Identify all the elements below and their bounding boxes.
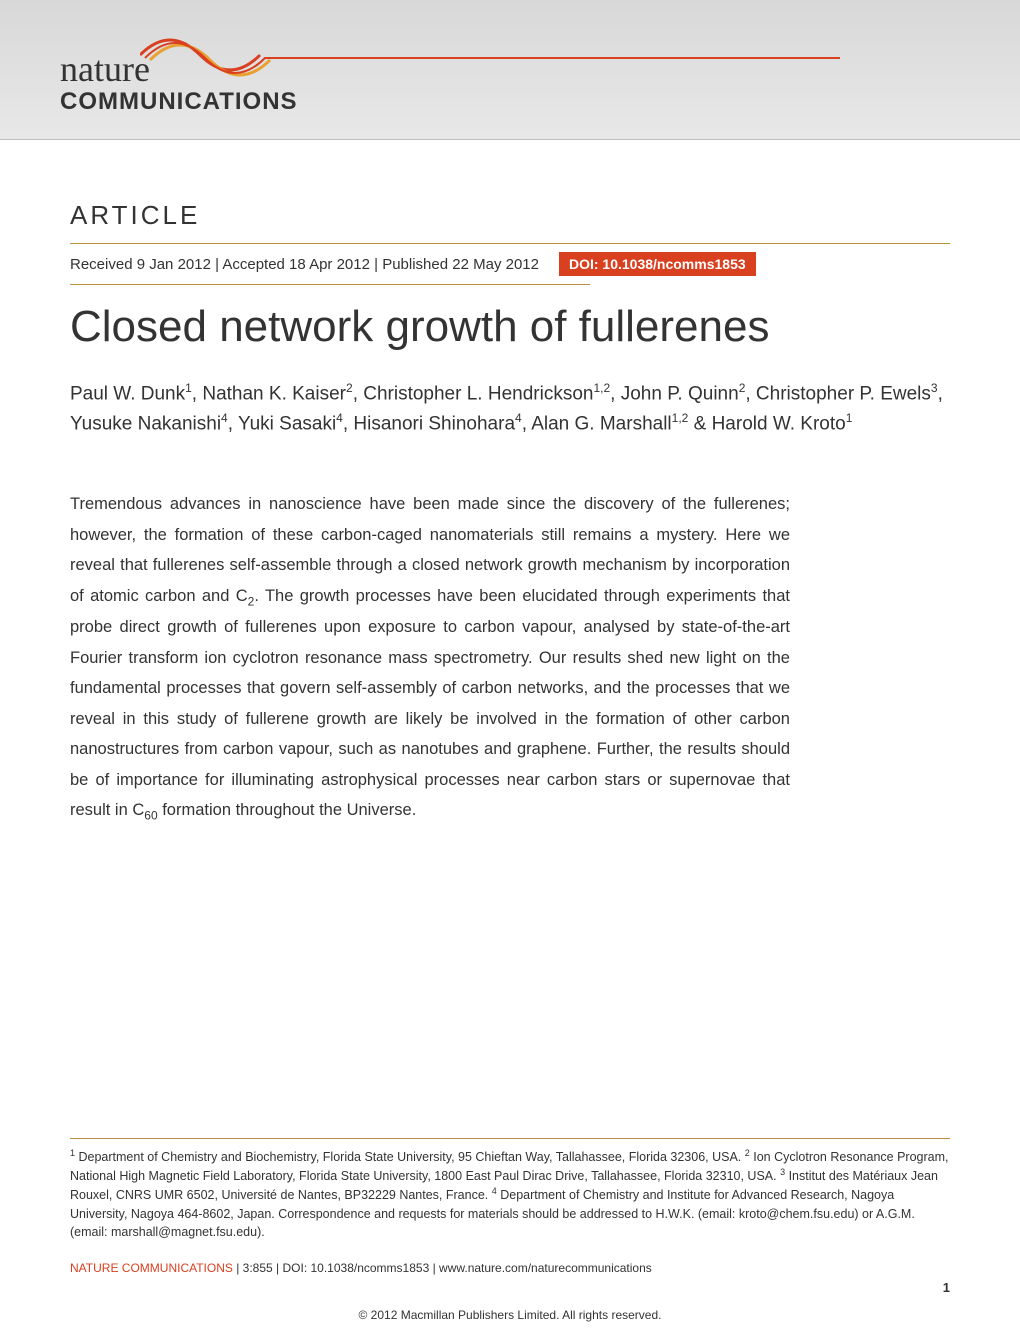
logo-text-communications: COMMUNICATIONS bbox=[60, 88, 298, 116]
logo-text-nature: nature bbox=[60, 48, 150, 90]
article-dates: Received 9 Jan 2012 | Accepted 18 Apr 20… bbox=[70, 256, 539, 273]
logo-wave-icon bbox=[140, 20, 840, 80]
footer-block: 1 Department of Chemistry and Biochemist… bbox=[70, 1138, 950, 1275]
divider-meta bbox=[70, 284, 590, 285]
article-content: ARTICLE Received 9 Jan 2012 | Accepted 1… bbox=[0, 140, 1020, 827]
citation-journal: NATURE COMMUNICATIONS bbox=[70, 1261, 233, 1275]
citation-line: NATURE COMMUNICATIONS | 3:855 | DOI: 10.… bbox=[70, 1261, 950, 1275]
received-date: Received 9 Jan 2012 bbox=[70, 256, 211, 273]
published-date: Published 22 May 2012 bbox=[382, 256, 539, 273]
page-number: 1 bbox=[943, 1280, 950, 1295]
article-meta-row: Received 9 Jan 2012 | Accepted 18 Apr 20… bbox=[70, 252, 950, 276]
journal-logo: nature COMMUNICATIONS bbox=[60, 20, 360, 120]
affiliations-text: 1 Department of Chemistry and Biochemist… bbox=[70, 1147, 950, 1241]
copyright-line: © 2012 Macmillan Publishers Limited. All… bbox=[0, 1308, 1020, 1322]
accepted-date: Accepted 18 Apr 2012 bbox=[222, 256, 370, 273]
footer-divider bbox=[70, 1138, 950, 1139]
abstract-text: Tremendous advances in nanoscience have … bbox=[70, 489, 790, 827]
article-type-label: ARTICLE bbox=[70, 200, 950, 231]
author-list: Paul W. Dunk1, Nathan K. Kaiser2, Christ… bbox=[70, 379, 950, 439]
journal-header-banner: nature COMMUNICATIONS bbox=[0, 0, 1020, 140]
doi-badge: DOI: 10.1038/ncomms1853 bbox=[559, 252, 756, 276]
citation-details: | 3:855 | DOI: 10.1038/ncomms1853 | www.… bbox=[233, 1261, 652, 1275]
article-title: Closed network growth of fullerenes bbox=[70, 303, 950, 351]
divider-top bbox=[70, 243, 950, 244]
